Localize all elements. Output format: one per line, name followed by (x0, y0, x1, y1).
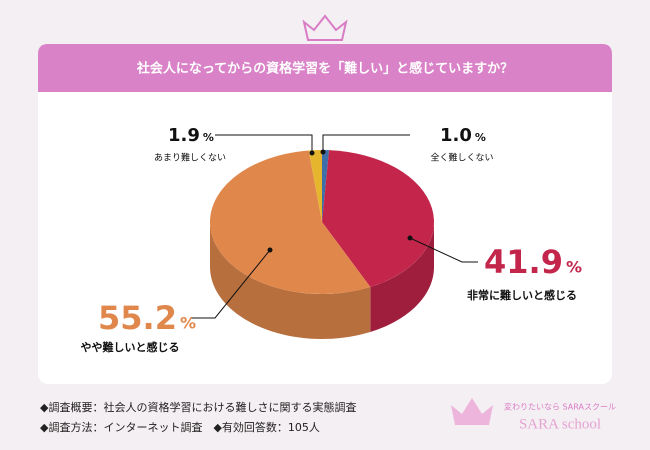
category-label: 非常に難しいと感じる (467, 288, 577, 302)
value-label: 1.9 (168, 125, 200, 146)
leader-line (322, 134, 410, 152)
value-unit: % (180, 313, 196, 332)
slice-side (370, 222, 434, 332)
value-unit: % (203, 131, 214, 144)
logo-tagline: 変わりたいなら SARAスクール (504, 402, 616, 412)
value-unit: % (475, 131, 486, 144)
category-label: やや難しいと感じる (81, 340, 180, 354)
slice (210, 150, 371, 294)
slice (322, 150, 330, 222)
note: ◆調査概要：社会人の資格学習における難しさに関する実態調査 (40, 400, 356, 414)
slice-side (210, 222, 371, 339)
chart-title: 社会人になってからの資格学習を「難しい」と感じていますか？ (136, 61, 513, 77)
value-unit: % (566, 257, 582, 276)
value-label: 41.9 (484, 243, 563, 281)
header-band (38, 44, 612, 92)
note: ◆調査方法：インターネット調査 ◆有効回答数：105人 (40, 420, 320, 434)
category-label: 全く難しくない (430, 152, 493, 164)
slice (322, 150, 434, 287)
value-label: 55.2 (98, 299, 177, 337)
slice (308, 150, 322, 222)
leader-line (190, 249, 271, 319)
value-label: 1.0 (440, 125, 472, 146)
logo-crown (451, 398, 493, 425)
crown-icon (302, 14, 348, 41)
logo-name: SARA school (519, 416, 601, 432)
category-label: あまり難しくない (154, 152, 226, 164)
leader-line (215, 134, 313, 153)
leader-line (409, 237, 478, 263)
